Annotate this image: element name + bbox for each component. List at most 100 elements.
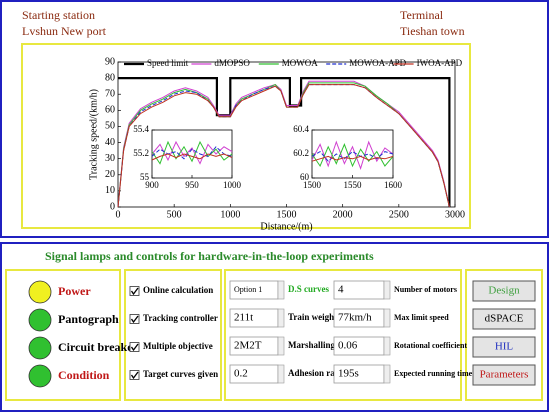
button-label[interactable]: dSPACE <box>485 313 524 325</box>
x-axis-label: Distance/(m) <box>260 221 312 232</box>
param-label: Number of motors <box>394 285 457 294</box>
signal-lamp <box>28 308 52 332</box>
param-label: Train weight <box>288 312 337 322</box>
legend-label: MOWOA-APD <box>349 58 406 68</box>
param-value: 0.2 <box>234 368 248 380</box>
lamp-label: Circuit breaker <box>58 340 139 354</box>
param-label: Rotational coefficient <box>394 341 467 350</box>
param-value: 77km/h <box>338 312 372 324</box>
checkbox-label: Multiple objective <box>143 341 213 351</box>
param-value: 211t <box>234 312 253 324</box>
x-tick-label: 1500 <box>277 209 297 220</box>
lamp-box <box>5 269 121 401</box>
y-tick-label: 55 <box>140 172 150 182</box>
spinner[interactable] <box>383 308 391 328</box>
y-tick-label: 60.4 <box>293 124 309 134</box>
x-tick-label: 0 <box>116 209 121 220</box>
start-name: Lvshun New port <box>22 24 107 38</box>
y-tick-label: 10 <box>105 185 115 196</box>
x-tick-label: 1000 <box>220 209 240 220</box>
check-mark <box>130 371 139 380</box>
param-label: D.S curves <box>288 284 329 294</box>
x-tick-label: 1550 <box>344 180 363 190</box>
series-line <box>151 153 233 161</box>
y-tick-label: 50 <box>105 121 115 132</box>
signal-lamp <box>28 364 52 388</box>
x-tick-label: 2500 <box>389 209 409 220</box>
button[interactable] <box>472 280 536 302</box>
y-tick-label: 60 <box>105 105 115 116</box>
x-tick-label: 900 <box>145 180 159 190</box>
param-label: Marshalling <box>288 340 336 350</box>
y-tick-label: 30 <box>105 153 115 164</box>
param-label: Expected running time <box>394 369 473 378</box>
spinner[interactable] <box>383 280 391 300</box>
spinner[interactable] <box>277 280 285 300</box>
y-tick-label: 0 <box>110 201 115 212</box>
signal-lamp <box>28 280 52 304</box>
button[interactable] <box>472 308 536 330</box>
x-tick-label: 1000 <box>223 180 242 190</box>
button[interactable] <box>472 364 536 386</box>
signal-lamp <box>28 336 52 360</box>
checkbox[interactable] <box>129 286 140 296</box>
button-label[interactable]: HIL <box>495 341 514 353</box>
start-label: Starting station <box>22 8 95 22</box>
series-line <box>151 146 233 160</box>
end-name: Tieshan town <box>400 24 465 38</box>
x-tick-label: 1500 <box>303 180 322 190</box>
checkbox[interactable] <box>129 370 140 380</box>
legend-label: Speed limit <box>147 58 189 68</box>
param-label: Max limit speed <box>394 313 449 322</box>
y-tick-label: 55.2 <box>133 148 149 158</box>
checkbox-label: Tracking controller <box>143 313 218 323</box>
spinner[interactable] <box>383 364 391 384</box>
lamp-label: Pantograph <box>58 312 119 326</box>
button[interactable] <box>472 336 536 358</box>
legend-label: dMOPSO <box>214 58 250 68</box>
spinner[interactable] <box>277 308 285 328</box>
checkbox[interactable] <box>129 314 140 324</box>
y-tick-label: 60 <box>300 172 310 182</box>
y-tick-label: 90 <box>105 56 115 67</box>
param-label: Adhesion ratio <box>288 368 345 378</box>
x-tick-label: 1600 <box>384 180 403 190</box>
y-tick-label: 40 <box>105 137 115 148</box>
x-tick-label: 2000 <box>333 209 353 220</box>
y-tick-label: 60.2 <box>293 148 309 158</box>
check-mark <box>130 287 139 296</box>
param-value: 0.06 <box>338 340 358 352</box>
checkbox-label: Online calculation <box>143 285 213 295</box>
button-label[interactable]: Parameters <box>480 369 529 381</box>
check-mark <box>130 343 139 352</box>
check-mark <box>130 315 139 324</box>
lamp-label: Condition <box>58 368 110 382</box>
spinner[interactable] <box>277 336 285 356</box>
legend-label: IWOA-APD <box>417 58 463 68</box>
series-line <box>151 140 233 165</box>
series-line <box>311 155 394 162</box>
y-tick-label: 80 <box>105 72 115 83</box>
series-line <box>117 80 450 208</box>
param-value: 2M2T <box>234 340 262 352</box>
checkbox-box <box>124 269 222 401</box>
control-title: Signal lamps and controls for hardware-i… <box>45 249 374 263</box>
checkbox[interactable] <box>129 342 140 352</box>
spinner[interactable] <box>383 336 391 356</box>
series-line <box>117 84 450 208</box>
lamp-label: Power <box>58 284 91 298</box>
param-value: 4 <box>338 284 344 296</box>
x-tick-label: 500 <box>167 209 182 220</box>
series-line <box>311 143 394 168</box>
checkbox-label: Target curves given <box>143 369 218 379</box>
y-tick-label: 70 <box>105 89 115 100</box>
spinner[interactable] <box>277 364 285 384</box>
end-label: Terminal <box>400 8 444 22</box>
x-tick-label: 950 <box>185 180 199 190</box>
series-line <box>118 77 451 207</box>
legend-label: MOWOA <box>282 58 318 68</box>
button-label[interactable]: Design <box>488 285 520 297</box>
y-tick-label: 55.4 <box>133 124 149 134</box>
y-axis-label: Tracking speed/(km/h) <box>88 89 99 180</box>
